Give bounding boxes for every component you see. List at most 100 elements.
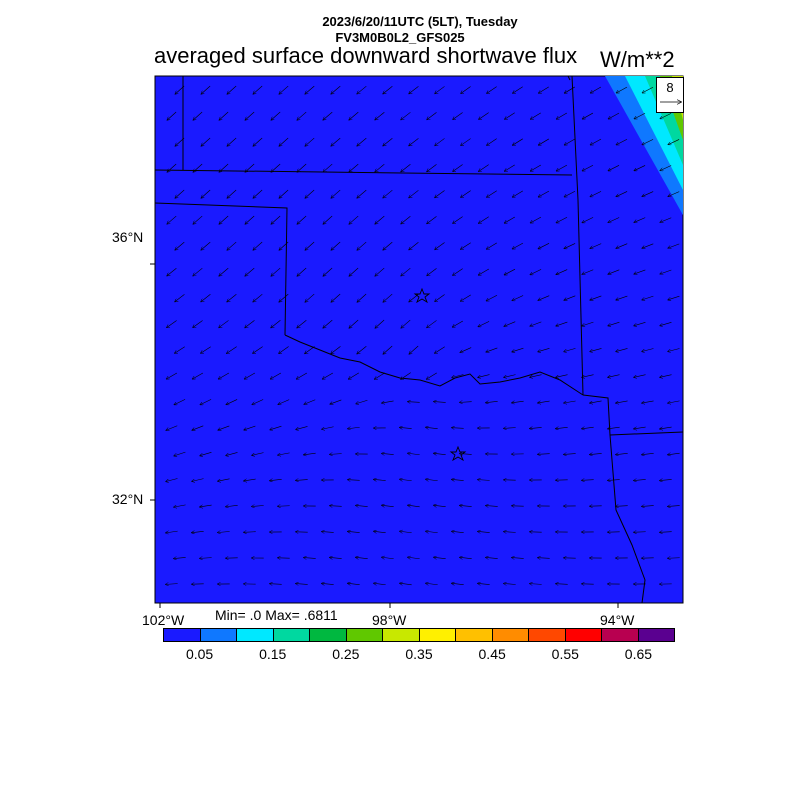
wind-arrow: [331, 85, 341, 94]
colorbar: [163, 628, 675, 642]
wind-arrow: [227, 85, 237, 94]
wind-arrow: [200, 399, 212, 404]
wind-arrow: [590, 348, 602, 351]
border-oklahoma-arkansas: [571, 76, 584, 396]
wind-arrow: [582, 480, 594, 481]
wind-arrow: [461, 242, 471, 250]
city-markers: [413, 287, 467, 462]
wind-arrow: [174, 451, 186, 456]
wind-arrow: [505, 216, 516, 223]
wind-arrow: [486, 347, 498, 352]
wind-arrow: [192, 478, 204, 482]
wind-arrow: [460, 557, 472, 558]
wind-arrow: [331, 189, 341, 198]
wind-arrow: [590, 191, 602, 196]
wind-arrow: [461, 138, 471, 146]
wind-arrow: [453, 320, 464, 327]
colorbar-cell: [200, 629, 237, 641]
wind-arrow: [556, 164, 568, 171]
wind-arrow: [400, 583, 412, 585]
units-label: W/m**2: [600, 47, 675, 72]
wind-arrow: [556, 374, 568, 378]
wind-arrow: [660, 269, 672, 274]
wind-arrow: [252, 505, 264, 506]
wind-arrow: [296, 426, 308, 429]
wind-arrow: [582, 112, 594, 119]
wind-arrow: [530, 427, 542, 428]
state-borders: [155, 76, 683, 603]
wind-arrow: [427, 320, 437, 327]
wind-arrow: [582, 374, 594, 378]
wind-arrow: [401, 216, 411, 223]
wind-arrow: [513, 138, 523, 145]
wind-arrow: [401, 267, 411, 276]
wind-arrow: [590, 453, 602, 454]
lat-label-36n: 36°N: [112, 229, 144, 245]
wind-arrow: [297, 267, 307, 276]
wind-arrow: [226, 399, 238, 404]
wind-arrow: [331, 137, 341, 146]
wind-arrow: [642, 400, 654, 403]
wind-arrow: [279, 85, 289, 94]
wind-arrow: [357, 345, 367, 354]
wind-arrow: [167, 215, 177, 224]
wind-arrow: [427, 112, 437, 119]
wind-arrow: [582, 427, 594, 429]
colorbar-cell: [529, 629, 566, 641]
wind-arrow: [297, 111, 307, 120]
wind-arrow: [660, 322, 672, 325]
wind-arrow: [564, 400, 576, 403]
wind-arrow: [634, 479, 646, 480]
wind-arrow: [253, 85, 263, 94]
wind-arrow: [556, 584, 568, 585]
colorbar-label: 0.35: [405, 646, 433, 662]
wind-arrow: [590, 243, 602, 249]
wind-arrow: [409, 242, 419, 249]
wind-arrow: [383, 345, 393, 354]
wind-arrow: [245, 111, 255, 120]
wind-arrow: [348, 427, 360, 429]
wind-arrow: [564, 454, 576, 455]
wind-arrow: [479, 216, 489, 223]
wind-arrow: [297, 215, 307, 224]
wind-arrow: [200, 558, 212, 559]
wind-arrow: [323, 215, 333, 224]
wind-arrow: [279, 293, 289, 302]
wind-arrow: [504, 374, 516, 378]
wind-arrow: [175, 189, 185, 198]
wind-arrow: [564, 190, 576, 197]
wind-arrow: [452, 374, 464, 377]
colorbar-cell: [638, 629, 674, 641]
wind-arrow: [166, 478, 178, 481]
wind-arrow: [478, 531, 490, 532]
wind-arrow: [167, 267, 177, 276]
wind-arrow: [487, 138, 497, 146]
wind-arrow: [426, 583, 438, 584]
wind-arrow: [505, 112, 515, 120]
wind-arrow: [382, 453, 394, 454]
wind-arrow: [227, 241, 237, 250]
wind-arrow: [401, 112, 411, 119]
wind-arrow: [538, 243, 550, 248]
wind-arrow: [408, 453, 420, 455]
wind-arrow: [271, 267, 281, 276]
wind-arrow: [634, 374, 646, 378]
wind-arrow: [616, 348, 628, 351]
wind-arrow: [270, 372, 282, 379]
colorbar-cell: [346, 629, 383, 641]
wind-arrow: [297, 372, 308, 379]
wind-arrow: [201, 241, 211, 250]
wind-arrow: [634, 321, 646, 325]
wind-arrow: [426, 427, 438, 428]
wind-arrow: [409, 86, 419, 93]
wind-arrow: [348, 583, 360, 584]
wind-arrow: [642, 453, 654, 454]
wind-arrow: [608, 165, 620, 170]
wind-arrow: [245, 267, 255, 276]
border-kansas-oklahoma: [155, 169, 573, 176]
wind-arrow: [452, 479, 464, 480]
wind-arrow: [375, 372, 385, 379]
wind-arrow: [435, 138, 445, 145]
colorbar-label: 0.25: [332, 646, 360, 662]
wind-arrow: [270, 425, 282, 430]
